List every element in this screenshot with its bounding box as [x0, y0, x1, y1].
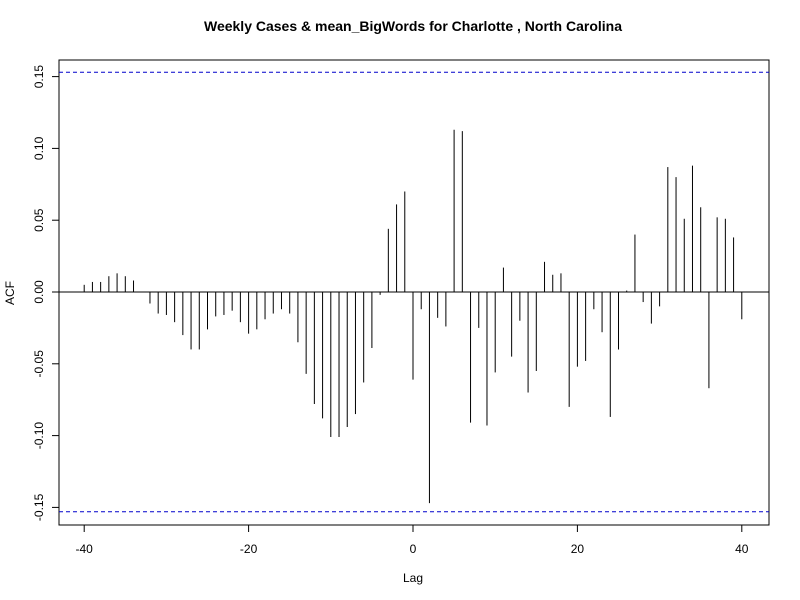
y-tick-label: 0.00: [32, 280, 46, 304]
y-tick-label: -0.15: [32, 493, 46, 521]
y-tick-label: -0.10: [32, 422, 46, 450]
x-tick-label: -40: [76, 542, 94, 556]
x-tick-label: 20: [571, 542, 585, 556]
y-tick-label: 0.10: [32, 136, 46, 160]
y-tick-label: 0.05: [32, 208, 46, 232]
y-tick-label: -0.05: [32, 350, 46, 378]
x-axis: -40 -20 0 20 40: [76, 524, 749, 556]
y-axis-label: ACF: [3, 281, 17, 305]
chart-title: Weekly Cases & mean_BigWords for Charlot…: [204, 18, 622, 34]
y-axis: -0.15 -0.10 -0.05 0.00 0.05 0.10 0.15: [32, 65, 60, 521]
y-tick-label: 0.15: [32, 65, 46, 89]
acf-bars: [83, 129, 743, 504]
x-tick-label: -20: [240, 542, 258, 556]
x-axis-label: Lag: [403, 571, 423, 585]
x-tick-label: 40: [735, 542, 749, 556]
confidence-bounds: [59, 71, 769, 513]
x-tick-label: 0: [410, 542, 417, 556]
